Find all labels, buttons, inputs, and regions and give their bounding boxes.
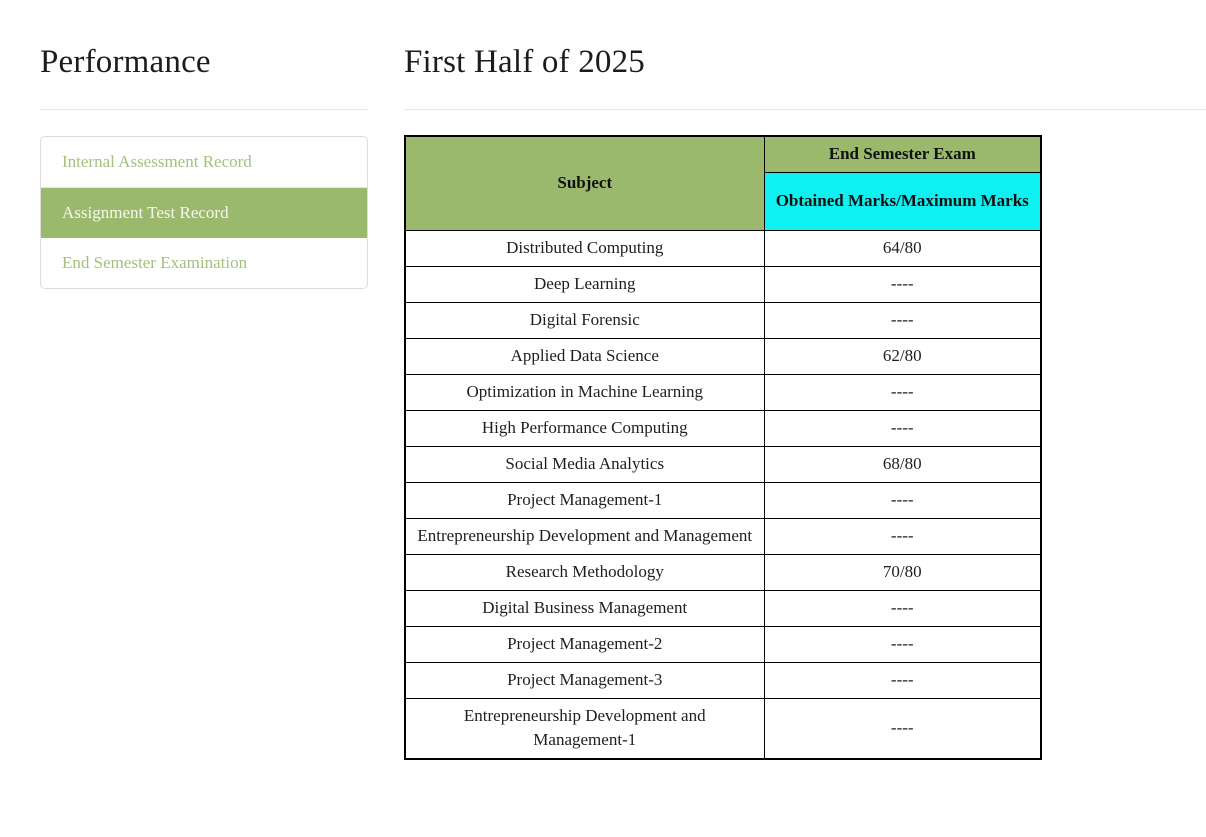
- table-row: Deep Learning ----: [404, 265, 1042, 303]
- table-row: High Performance Computing ----: [404, 409, 1042, 447]
- table-row: Project Management-1 ----: [404, 481, 1042, 519]
- subject-cell: Research Methodology: [404, 553, 765, 591]
- sidebar-nav-item-1[interactable]: Assignment Test Record: [41, 187, 367, 238]
- left-divider: [40, 108, 368, 110]
- performance-title: Performance: [40, 44, 211, 80]
- sidebar-nav-item-0[interactable]: Internal Assessment Record: [41, 137, 367, 188]
- sidebar-nav-item-2[interactable]: End Semester Examination: [62, 252, 248, 272]
- subject-cell: Optimization in Machine Learning: [404, 373, 765, 411]
- subject-cell: Deep Learning: [404, 265, 765, 303]
- marks-cell: ----: [763, 589, 1042, 627]
- marks-cell: ----: [763, 517, 1042, 555]
- table-row: Entrepreneurship Development and Managem…: [404, 697, 1042, 760]
- subject-cell: Entrepreneurship Development and Managem…: [404, 517, 765, 555]
- marks-cell: ----: [763, 373, 1042, 411]
- table-row: Project Management-3 ----: [404, 661, 1042, 699]
- marks-cell: ----: [763, 661, 1042, 699]
- table-row: Entrepreneurship Development and Managem…: [404, 517, 1042, 555]
- subject-cell: Digital Business Management: [404, 589, 765, 627]
- marks-cell: 62/80: [763, 337, 1042, 375]
- subject-cell: Digital Forensic: [404, 301, 765, 339]
- table-row: Research Methodology 70/80: [404, 553, 1042, 591]
- period-title: First Half of 2025: [404, 44, 645, 80]
- exam-group-header: End Semester Exam: [763, 135, 1042, 173]
- subject-cell: Social Media Analytics: [404, 445, 765, 483]
- marks-cell: ----: [763, 625, 1042, 663]
- subject-cell: Distributed Computing: [404, 229, 765, 267]
- table-row: Digital Forensic ----: [404, 301, 1042, 339]
- marks-cell: ----: [763, 697, 1042, 760]
- marks-cell: ----: [763, 265, 1042, 303]
- table-row: Optimization in Machine Learning ----: [404, 373, 1042, 411]
- marks-table-body: Distributed Computing 64/80 Deep Learnin…: [404, 229, 1042, 760]
- marks-table-header: Subject End Semester Exam Obtained Marks…: [404, 135, 1042, 231]
- table-row: Social Media Analytics 68/80: [404, 445, 1042, 483]
- table-row: Distributed Computing 64/80: [404, 229, 1042, 267]
- table-row: Project Management-2 ----: [404, 625, 1042, 663]
- subject-cell: Entrepreneurship Development and Managem…: [404, 697, 765, 760]
- marks-column-header: Obtained Marks/Maximum Marks: [763, 171, 1042, 231]
- subject-cell: Project Management-1: [404, 481, 765, 519]
- table-row: Digital Business Management ----: [404, 589, 1042, 627]
- marks-table: Subject End Semester Exam Obtained Marks…: [404, 134, 1042, 760]
- subject-cell: Applied Data Science: [404, 337, 765, 375]
- page-wrapper: Performance Internal Assessment Record A…: [40, 44, 1206, 760]
- subject-cell: High Performance Computing: [404, 409, 765, 447]
- subject-cell: Project Management-2: [404, 625, 765, 663]
- marks-cell: ----: [763, 301, 1042, 339]
- marks-cell: 68/80: [763, 445, 1042, 483]
- main-panel: First Half of 2025 Subject End Semester …: [404, 44, 1206, 760]
- subject-cell: Project Management-3: [404, 661, 765, 699]
- marks-cell: 70/80: [763, 553, 1042, 591]
- marks-cell: ----: [763, 409, 1042, 447]
- record-type-nav: Internal Assessment Record Assignment Te…: [40, 135, 368, 289]
- marks-cell: 64/80: [763, 229, 1042, 267]
- table-row: Applied Data Science 62/80: [404, 337, 1042, 375]
- subject-column-header: Subject: [404, 135, 765, 231]
- performance-panel: Performance Internal Assessment Record A…: [40, 44, 368, 289]
- marks-cell: ----: [763, 481, 1042, 519]
- main-divider: [404, 108, 1206, 110]
